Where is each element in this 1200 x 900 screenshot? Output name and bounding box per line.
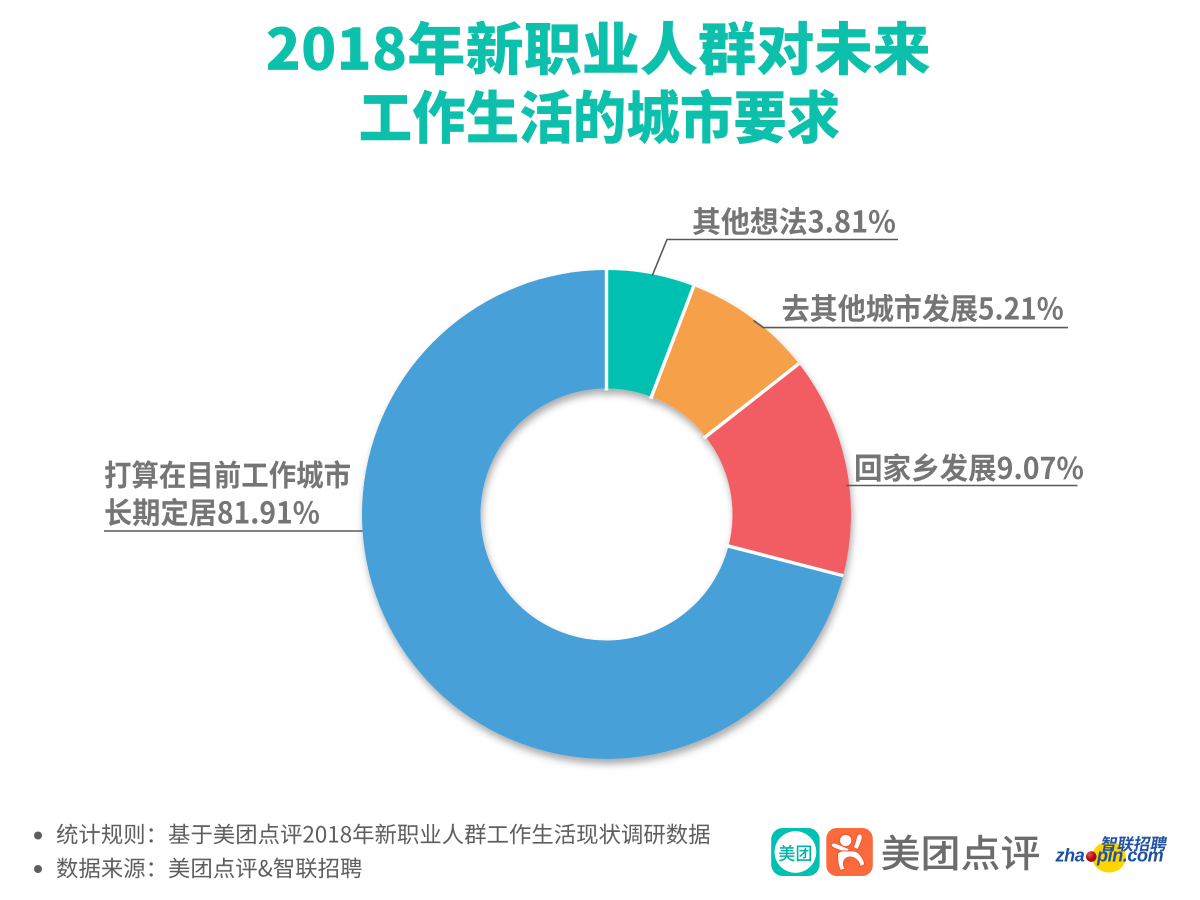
svg-text:zha: zha	[1055, 846, 1085, 866]
